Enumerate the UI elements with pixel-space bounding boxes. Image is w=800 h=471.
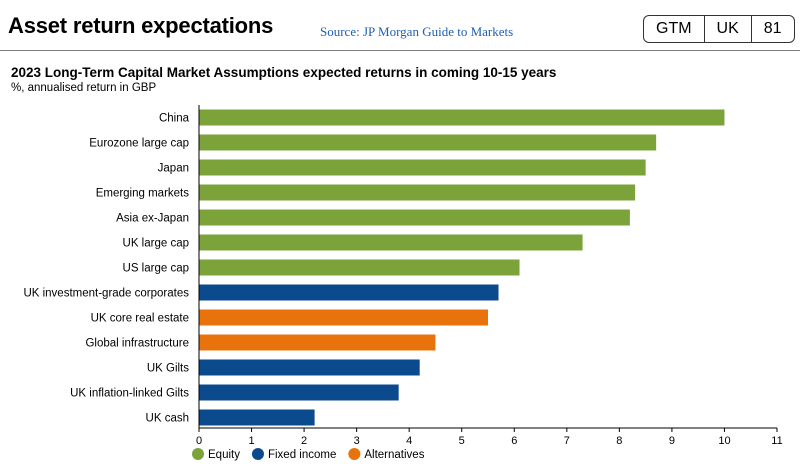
bar	[199, 159, 646, 176]
x-tick-label: 1	[248, 435, 254, 447]
badge-guide: GTM	[644, 16, 705, 42]
category-label: UK large cap	[123, 238, 189, 250]
legend-marker	[251, 448, 264, 460]
guide-badge: GTM UK 81	[643, 15, 795, 43]
bar	[199, 234, 583, 251]
bar	[199, 359, 420, 376]
legend-label: Fixed income	[268, 449, 336, 461]
category-label: UK Gilts	[147, 363, 189, 375]
bar	[199, 259, 520, 276]
category-label: UK inflation-linked Gilts	[70, 388, 189, 400]
category-label: China	[159, 113, 190, 125]
bar	[199, 409, 315, 426]
category-label: UK core real estate	[91, 313, 189, 325]
category-label: US large cap	[123, 263, 189, 275]
bar	[199, 334, 436, 351]
page-title: Asset return expectations	[8, 13, 274, 38]
bar	[199, 134, 657, 151]
x-tick-label: 10	[718, 435, 730, 447]
x-tick-label: 4	[406, 435, 412, 447]
x-tick-label: 6	[511, 435, 517, 447]
x-tick-label: 9	[669, 435, 675, 447]
source-note: Source: JP Morgan Guide to Markets	[320, 24, 514, 39]
legend-label: Equity	[208, 449, 240, 461]
category-label: Emerging markets	[96, 188, 190, 200]
category-label: Global infrastructure	[85, 338, 189, 350]
legend-label: Alternatives	[364, 449, 424, 461]
category-label: UK investment-grade corporates	[23, 288, 189, 300]
legend-marker	[348, 448, 361, 460]
x-tick-label: 0	[196, 435, 202, 447]
x-tick-label: 5	[459, 435, 465, 447]
chart-subtitle: %, annualised return in GBP	[11, 82, 157, 94]
chart-title: 2023 Long-Term Capital Market Assumption…	[11, 65, 557, 80]
x-tick-label: 3	[354, 435, 360, 447]
bar	[199, 209, 630, 226]
bar	[199, 184, 636, 201]
badge-page-number: 81	[763, 20, 782, 37]
category-label: Eurozone large cap	[89, 138, 189, 150]
category-label: UK cash	[146, 413, 189, 425]
bar	[199, 309, 488, 326]
bar	[199, 109, 725, 126]
header-divider	[0, 50, 800, 51]
x-tick-label: 2	[301, 435, 307, 447]
x-tick-label: 7	[564, 435, 570, 447]
legend-marker	[192, 448, 204, 460]
x-tick-label: 8	[616, 435, 622, 447]
x-tick-label: 11	[771, 435, 782, 447]
category-label: Japan	[158, 163, 189, 175]
bar	[199, 284, 499, 301]
bar	[199, 384, 399, 401]
category-label: Asia ex-Japan	[116, 213, 189, 225]
badge-region: UK	[705, 16, 752, 42]
